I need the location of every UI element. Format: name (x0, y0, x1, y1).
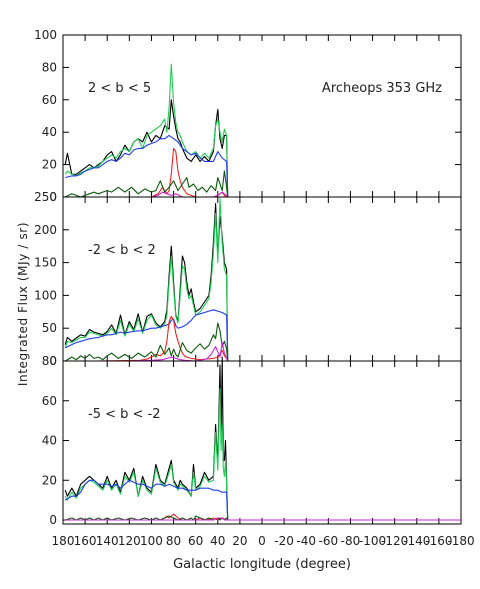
y-tick-label: 0 (49, 190, 57, 204)
x-tick-label: -60 (319, 534, 339, 548)
x-tick-label: 40 (210, 534, 225, 548)
x-axis: 180 160 140 120 100 80 60 40 20 0 -20 -40 -60 -80-100… (52, 534, 475, 548)
y-tick-label: 60 (42, 394, 57, 408)
x-tick-label: 180 (52, 534, 75, 548)
panel-latitude-label: -5 < b < -2 (88, 407, 161, 422)
x-tick-label: -80 (341, 534, 361, 548)
x-tick-label: -140 (403, 534, 430, 548)
x-tick-label: 20 (232, 534, 247, 548)
panel-2: 0 50 100 150 200 250 -2 < b < 2 (34, 190, 462, 368)
series-line-red (65, 147, 461, 198)
panel-1: 0 20 40 60 80 100 2 < b < 5 (34, 28, 462, 204)
y-tick-label: 40 (42, 434, 57, 448)
y-tick-label: 50 (42, 321, 57, 335)
panel-3: 0 20 40 60 80 -5 < b < -2 (42, 354, 462, 527)
x-tick-label: 0 (258, 534, 266, 548)
series-line-red (65, 513, 461, 521)
x-tick-label: -20 (274, 534, 294, 548)
series-line-black (64, 356, 461, 521)
series-line-green (64, 197, 461, 362)
y-tick-label: 200 (34, 223, 57, 237)
y-tick-label: 80 (42, 60, 57, 74)
x-tick-label: 100 (140, 534, 163, 548)
x-tick-label: -180 (447, 534, 474, 548)
y-tick-label: 20 (42, 473, 57, 487)
y-tick-label: 100 (34, 28, 57, 42)
x-tick-label: -40 (296, 534, 316, 548)
y-tick-label: 150 (34, 256, 57, 270)
panel-latitude-label: 2 < b < 5 (88, 81, 151, 96)
panel-latitude-label: -2 < b < 2 (88, 243, 156, 258)
x-tick-label: 160 (74, 534, 97, 548)
series-line-black (64, 203, 461, 362)
y-tick-label: 40 (42, 125, 57, 139)
y-tick-label: 20 (42, 158, 57, 172)
x-tick-label: 140 (96, 534, 119, 548)
series-line-green (64, 63, 461, 198)
panel-frame (62, 196, 462, 362)
x-tick-label: 60 (188, 534, 203, 548)
x-tick-label: -100 (359, 534, 386, 548)
series-line-darkgreen (65, 515, 461, 521)
series-line-blue (64, 479, 461, 521)
series-line-darkgreen (64, 170, 461, 198)
instrument-annotation: Archeops 353 GHz (322, 81, 442, 96)
panel-frame (62, 34, 462, 198)
series-line-darkgreen (64, 322, 461, 362)
y-tick-label: 100 (34, 288, 57, 302)
x-tick-label: -120 (381, 534, 408, 548)
series-line-magenta (65, 517, 461, 521)
x-tick-label: 120 (118, 534, 141, 548)
y-tick-label: 250 (34, 190, 57, 204)
series-line-green (64, 388, 461, 521)
series-line-magenta (65, 342, 461, 362)
panel-frame (62, 360, 462, 525)
y-tick-label: 60 (42, 93, 57, 107)
y-tick-label: 80 (42, 354, 57, 368)
y-tick-label: 0 (49, 513, 57, 527)
y-tick-label: 0 (49, 354, 57, 368)
series-line-magenta (65, 191, 461, 198)
x-tick-label: -160 (425, 534, 452, 548)
series-line-blue (64, 309, 461, 362)
series-line-blue (65, 134, 461, 198)
x-axis-label: Galactic longitude (degree) (173, 557, 351, 572)
y-axis-label: Integrated Flux (MJy / sr) (16, 222, 30, 386)
x-tick-label: 80 (166, 534, 181, 548)
